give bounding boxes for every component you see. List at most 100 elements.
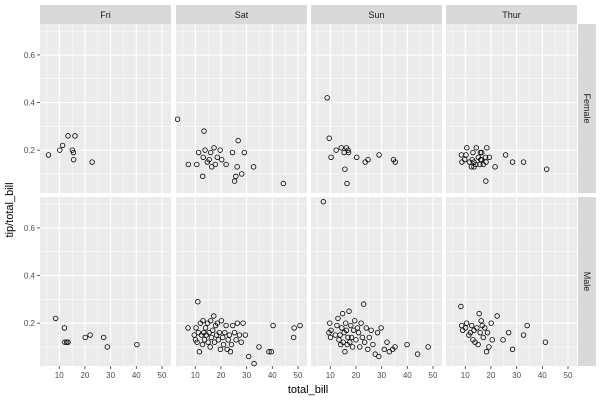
data-point bbox=[69, 147, 76, 153]
data-point bbox=[199, 341, 206, 348]
data-point bbox=[488, 320, 494, 326]
x-tick-label: 50 bbox=[429, 371, 438, 380]
data-point bbox=[207, 344, 213, 350]
data-point bbox=[270, 322, 276, 329]
data-point bbox=[492, 164, 498, 170]
x-tick-label: 30 bbox=[242, 371, 251, 380]
data-point bbox=[196, 349, 203, 355]
data-point bbox=[207, 149, 214, 156]
data-point bbox=[349, 344, 356, 350]
data-point bbox=[357, 344, 363, 350]
data-point bbox=[378, 325, 384, 331]
data-point bbox=[500, 337, 506, 343]
data-point bbox=[104, 344, 110, 350]
data-point bbox=[345, 147, 351, 153]
axes-layer: 0.2 0.4 0.6 0.2 0.4 0.6 10 20 30 40 50 10 20 30 40 50 10… bbox=[24, 51, 573, 380]
x-tick-label: 50 bbox=[564, 371, 573, 380]
data-point bbox=[236, 332, 243, 338]
data-point bbox=[342, 166, 348, 172]
data-point bbox=[342, 320, 349, 326]
x-axis-title: total_bill bbox=[288, 384, 328, 396]
data-point bbox=[280, 180, 287, 187]
data-point bbox=[57, 147, 63, 153]
data-point bbox=[320, 199, 327, 205]
x-tick-label: 40 bbox=[268, 371, 277, 380]
data-point bbox=[202, 147, 208, 153]
data-point bbox=[361, 339, 368, 345]
data-point bbox=[351, 318, 358, 324]
data-point bbox=[376, 152, 382, 158]
strips-layer: Fri Sat Sun Thur Female Male bbox=[40, 5, 596, 366]
data-point bbox=[217, 147, 223, 153]
data-point bbox=[360, 301, 367, 307]
data-point bbox=[208, 334, 215, 341]
data-point bbox=[193, 325, 199, 331]
data-point bbox=[211, 313, 217, 319]
data-point bbox=[334, 322, 340, 329]
data-point bbox=[384, 339, 390, 345]
data-point bbox=[256, 344, 262, 350]
data-point bbox=[467, 329, 474, 336]
data-point bbox=[354, 154, 360, 160]
panels-layer bbox=[40, 24, 577, 367]
data-point bbox=[324, 95, 330, 101]
data-point bbox=[201, 128, 207, 134]
data-point bbox=[509, 159, 516, 165]
data-point bbox=[477, 329, 483, 336]
x-tick-label: 10 bbox=[55, 371, 64, 380]
data-point bbox=[468, 322, 475, 329]
data-point bbox=[200, 154, 206, 160]
data-point bbox=[65, 339, 71, 345]
y-tick-label: 0.4 bbox=[24, 99, 36, 108]
panel-female-sat bbox=[174, 24, 307, 193]
x-tick-label: 30 bbox=[106, 371, 115, 380]
data-point bbox=[381, 346, 387, 353]
data-point bbox=[348, 334, 355, 341]
data-point bbox=[348, 322, 354, 329]
data-point bbox=[520, 159, 527, 165]
data-point bbox=[502, 152, 509, 158]
data-point bbox=[61, 325, 68, 331]
data-point bbox=[478, 156, 485, 163]
x-tick-label: 20 bbox=[486, 371, 495, 380]
data-point bbox=[347, 339, 353, 345]
x-tick-label: 20 bbox=[216, 371, 225, 380]
strip-label-fri: Fri bbox=[100, 10, 111, 20]
data-point bbox=[229, 149, 236, 156]
data-point bbox=[235, 137, 241, 144]
data-point bbox=[483, 349, 490, 355]
data-point bbox=[376, 353, 382, 360]
data-point bbox=[223, 161, 229, 168]
data-point bbox=[327, 320, 333, 326]
data-point bbox=[328, 154, 334, 160]
data-point bbox=[458, 303, 464, 310]
data-point bbox=[475, 341, 481, 348]
data-point bbox=[473, 145, 480, 151]
data-point bbox=[212, 161, 218, 168]
data-point bbox=[208, 164, 215, 170]
data-point bbox=[174, 116, 181, 122]
data-point bbox=[509, 346, 516, 353]
data-point bbox=[222, 329, 228, 336]
data-point bbox=[483, 159, 489, 165]
data-point bbox=[205, 339, 211, 345]
data-point bbox=[340, 339, 346, 345]
panel-female-thur bbox=[446, 24, 577, 193]
x-tick-label: 40 bbox=[132, 371, 141, 380]
data-point bbox=[524, 322, 530, 329]
data-point bbox=[463, 152, 469, 158]
data-point bbox=[230, 322, 236, 329]
strip-male bbox=[578, 197, 596, 366]
data-point bbox=[335, 315, 341, 322]
data-point bbox=[231, 329, 238, 336]
data-point bbox=[489, 337, 495, 343]
data-point bbox=[100, 334, 107, 341]
strip-label-thur: Thur bbox=[502, 10, 521, 20]
data-point bbox=[328, 327, 334, 333]
data-point bbox=[374, 329, 381, 336]
data-point bbox=[211, 145, 217, 151]
data-point bbox=[231, 178, 238, 184]
data-point bbox=[414, 351, 421, 357]
data-point bbox=[194, 339, 200, 345]
